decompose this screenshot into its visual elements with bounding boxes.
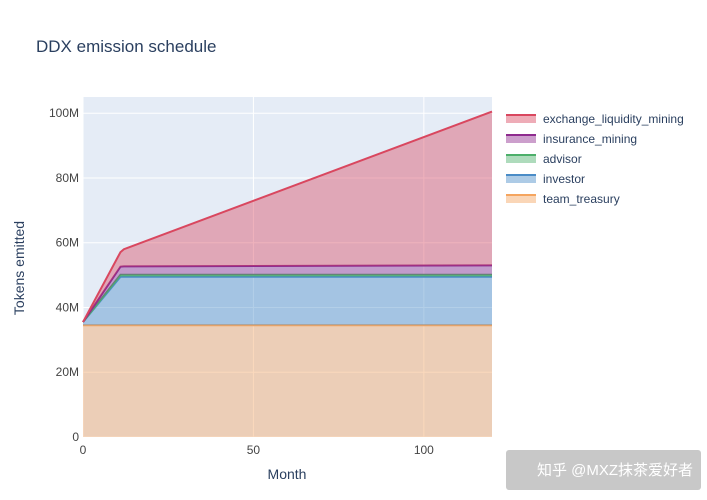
y-tick-label: 20M — [56, 365, 79, 379]
legend-item-exchange-liquidity-mining[interactable]: exchange_liquidity_mining — [506, 112, 684, 126]
legend-swatch — [506, 195, 536, 203]
legend-swatch — [506, 175, 536, 183]
gridlines — [82, 97, 492, 438]
legend-item-advisor[interactable]: advisor — [506, 152, 582, 166]
legend-item-investor[interactable]: investor — [506, 172, 585, 186]
y-tick-label: 40M — [56, 300, 79, 314]
chart-title: DDX emission schedule — [36, 37, 216, 56]
area-team-treasury — [83, 325, 492, 437]
legend[interactable]: exchange_liquidity_mining insurance_minin… — [506, 112, 684, 206]
watermark: 知乎 @MXZ抹茶爱好者 — [506, 450, 701, 490]
legend-item-insurance-mining[interactable]: insurance_mining — [506, 132, 637, 146]
legend-label: investor — [543, 172, 585, 186]
watermark-text: 知乎 @MXZ抹茶爱好者 — [537, 462, 693, 479]
legend-label: advisor — [543, 152, 582, 166]
area-insurance-mining — [83, 265, 492, 323]
y-tick-label: 100M — [49, 106, 79, 120]
x-axis-title: Month — [268, 466, 307, 482]
y-axis-ticks: 0 20M 40M 60M 80M 100M — [49, 106, 79, 444]
y-axis-title: Tokens emitted — [11, 221, 27, 315]
legend-label: exchange_liquidity_mining — [543, 112, 684, 126]
legend-label: insurance_mining — [543, 132, 637, 146]
legend-item-team-treasury[interactable]: team_treasury — [506, 192, 620, 206]
x-tick-label: 100 — [414, 443, 434, 457]
legend-swatch — [506, 115, 536, 123]
line-insurance-mining — [82, 264, 493, 323]
x-tick-label: 50 — [247, 443, 261, 457]
y-tick-label: 80M — [56, 171, 79, 185]
line-advisor — [82, 273, 492, 323]
area-exchange-liquidity-mining — [83, 111, 492, 323]
x-tick-label: 0 — [80, 443, 87, 457]
legend-swatch — [506, 135, 536, 143]
series-areas — [82, 110, 493, 437]
x-axis-ticks: 0 50 100 — [80, 443, 435, 457]
y-tick-label: 0 — [72, 430, 79, 444]
watermark-backdrop — [506, 450, 701, 490]
legend-swatch — [506, 155, 536, 163]
line-exchange-liquidity-mining — [82, 110, 493, 323]
legend-label: team_treasury — [543, 192, 620, 206]
area-investor — [83, 276, 492, 326]
y-tick-label: 60M — [56, 236, 79, 250]
